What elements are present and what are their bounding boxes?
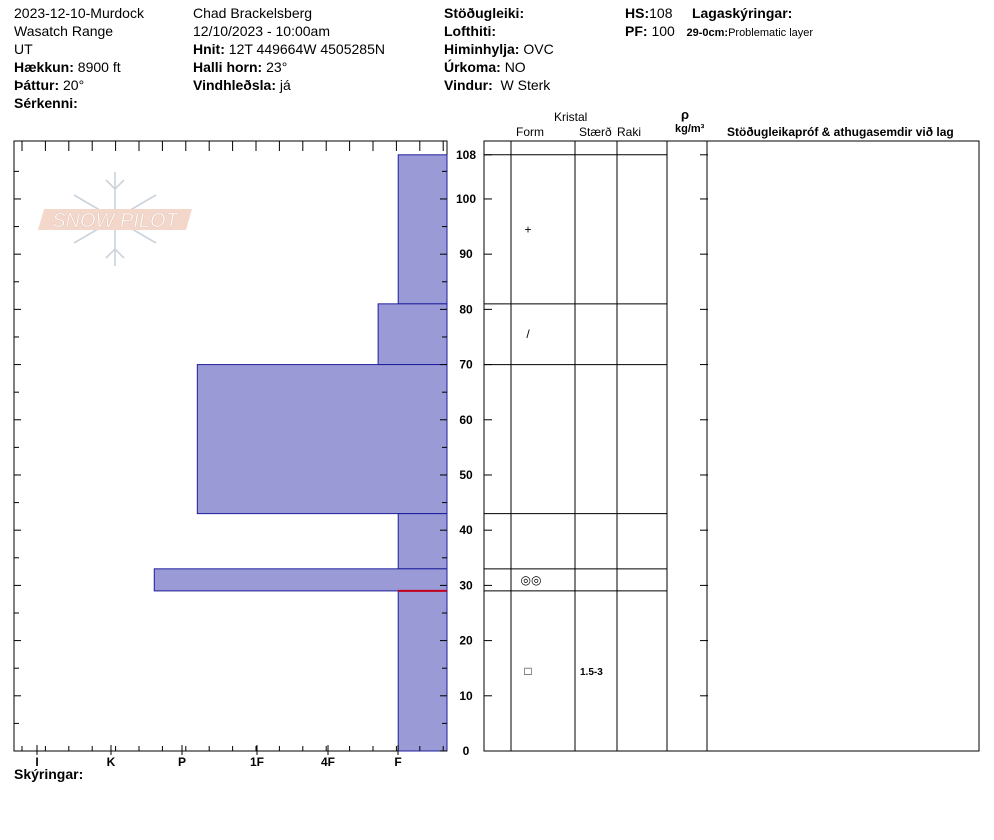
hs-label: HS: — [625, 5, 650, 21]
aspect-row: Þáttur: 20° — [14, 76, 144, 94]
layer-bar — [196, 364, 448, 515]
wind-label: Vindur: — [444, 77, 493, 93]
hardness-tick-label: F — [394, 755, 401, 769]
precip-row: Úrkoma: NO — [444, 58, 554, 76]
wind-value: W Sterk — [500, 77, 551, 93]
y-tick-label: 108 — [456, 148, 476, 162]
y-tick-label: 40 — [459, 523, 473, 537]
layer-note: Problematic layer — [728, 27, 814, 39]
layer-size-value: 1.5-3 — [580, 667, 603, 678]
layer-bar — [153, 568, 448, 592]
pf-value: 100 — [651, 23, 675, 39]
density-unit-header: kg/m³ — [675, 123, 705, 135]
moisture-header: Raki — [617, 125, 642, 139]
layer-range: 29-0cm: — [686, 27, 729, 39]
y-tick-label: 30 — [459, 578, 473, 592]
observer-name: Chad Brackelsberg — [193, 5, 313, 21]
layer-bar — [397, 513, 448, 570]
slope-row: Halli horn: 23° — [193, 58, 385, 76]
air-temp-label: Lofthiti: — [444, 23, 497, 39]
stability-row: Stöðugleiki: — [444, 4, 554, 22]
sky-label: Himinhylja: — [444, 41, 520, 57]
layer-bar — [397, 154, 448, 305]
aspect-label: Þáttur: — [14, 77, 60, 93]
header-col-observer: Chad Brackelsberg 12/10/2023 - 10:00am H… — [193, 4, 385, 94]
hardness-tick-label: P — [178, 755, 186, 769]
y-tick-label: 100 — [456, 192, 476, 206]
location-name: 2023-12-10-Murdock — [14, 5, 144, 21]
footer-legend-label: Skýringar: — [14, 766, 84, 782]
air-temp-row: Lofthiti: — [444, 22, 554, 40]
hardness-tick-label: 1F — [250, 755, 264, 769]
state-name: UT — [14, 41, 33, 57]
y-tick-label: 10 — [459, 689, 473, 703]
layer-form-symbol: ◎◎ — [521, 573, 542, 587]
y-tick-label: 50 — [459, 468, 473, 482]
crystal-header: Kristal — [554, 110, 588, 124]
hardness-tick-label: K — [107, 755, 116, 769]
header-col-weather: Stöðugleiki: Lofthiti: Himinhylja: OVC Ú… — [444, 4, 554, 94]
size-header: Stærð — [579, 125, 612, 139]
layer-bar — [397, 590, 448, 752]
table-frame — [483, 140, 980, 752]
stability-label: Stöðugleiki: — [444, 5, 525, 21]
y-tick-label: 90 — [459, 247, 473, 261]
hs-value: 108 — [649, 5, 673, 21]
elevation-label: Hækkun: — [14, 59, 74, 75]
y-tick-label: 70 — [459, 358, 473, 372]
slope-label: Halli horn: — [193, 59, 263, 75]
layer-form-symbol: / — [526, 327, 530, 341]
coords-label: Hnit: — [193, 41, 225, 57]
coords-value: 12T 449664W 4505285N — [228, 41, 385, 57]
precip-label: Úrkoma: — [444, 59, 501, 75]
aspect-value: 20° — [63, 77, 85, 93]
layer-form-symbol: □ — [524, 664, 531, 678]
sky-row: Himinhylja: OVC — [444, 40, 554, 58]
density-rho-header: ρ — [681, 107, 690, 122]
hardness-tick-label: 4F — [321, 755, 335, 769]
form-header: Form — [516, 125, 544, 139]
y-tick-label: 80 — [459, 302, 473, 316]
coords-row: Hnit: 12T 449664W 4505285N — [193, 40, 385, 58]
header-col-snowpack: HS:108 Lagaskýringar: PF: 100 29-0cm:Pro… — [625, 4, 813, 42]
y-tick-label: 20 — [459, 634, 473, 648]
wind-loading-label: Vindhleðsla: — [193, 77, 276, 93]
precip-value: NO — [504, 59, 526, 75]
pf-label: PF: — [625, 23, 648, 39]
sky-value: OVC — [523, 41, 554, 57]
elevation-value: 8900 ft — [77, 59, 121, 75]
y-tick-label: 60 — [459, 413, 473, 427]
layer-form-symbol: + — [524, 222, 531, 236]
layer-bar — [377, 303, 448, 366]
hardness-tick-label: I — [35, 755, 38, 769]
wind-loading-value: já — [279, 77, 291, 93]
wind-loading-row: Vindhleðsla: já — [193, 76, 385, 94]
observation-datetime: 12/10/2023 - 10:00am — [193, 23, 330, 39]
svg-text:SNOW PILOT: SNOW PILOT — [52, 210, 179, 232]
snowpilot-logo: SNOW PILOT — [38, 172, 192, 266]
pf-row: PF: 100 29-0cm:Problematic layer — [625, 22, 813, 42]
wind-row: Vindur: W Sterk — [444, 76, 554, 94]
slope-value: 23° — [266, 59, 288, 75]
hs-row: HS:108 Lagaskýringar: — [625, 4, 813, 22]
legend-label: Lagaskýringar: — [691, 5, 793, 21]
features-label: Sérkenni: — [14, 95, 78, 111]
comments-header: Stöðugleikapróf & athugasemdir við lag — [727, 125, 954, 139]
y-tick-label: 0 — [463, 744, 470, 758]
elevation-row: Hækkun: 8900 ft — [14, 58, 144, 76]
header-col-location: 2023-12-10-Murdock Wasatch Range UT Hækk… — [14, 4, 144, 112]
features-row: Sérkenni: — [14, 94, 144, 112]
range-name: Wasatch Range — [14, 23, 114, 39]
